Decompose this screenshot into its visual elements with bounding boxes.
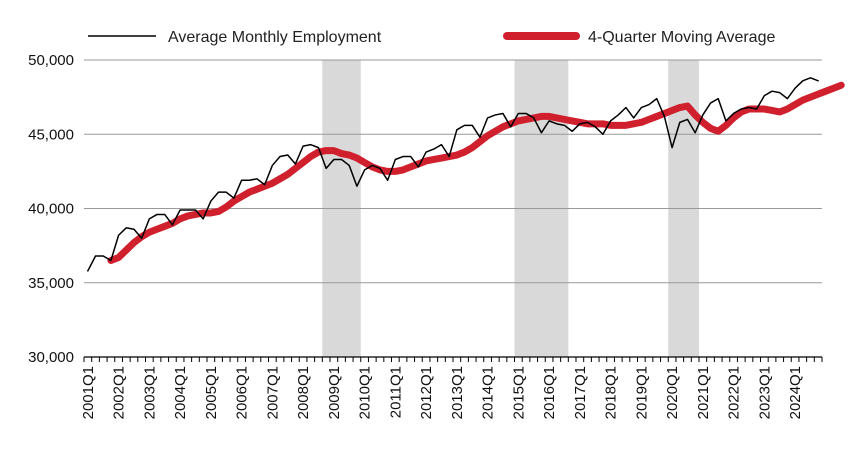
legend: Average Monthly Employment 4-Quarter Mov…	[88, 29, 775, 46]
y-tick-label-40000: 40,000	[28, 201, 74, 218]
y-tick-label-50000: 50,000	[28, 52, 74, 69]
moving-average-line	[107, 81, 845, 264]
x-tick-label-2010Q1: 2010Q1	[357, 366, 374, 419]
x-tick-label-2020Q1: 2020Q1	[664, 366, 681, 419]
x-tick-label-2018Q1: 2018Q1	[603, 366, 620, 419]
x-tick-label-2024Q1: 2024Q1	[787, 366, 804, 419]
x-tick-label-2013Q1: 2013Q1	[449, 366, 466, 419]
x-tick-label-2015Q1: 2015Q1	[510, 366, 527, 419]
series-lines	[87, 77, 845, 272]
y-tick-label-35000: 35,000	[28, 275, 74, 292]
x-tick-label-2011Q1: 2011Q1	[387, 366, 404, 418]
x-tick-label-2006Q1: 2006Q1	[234, 366, 251, 419]
x-tick-label-2007Q1: 2007Q1	[264, 366, 281, 419]
x-tick-label-2017Q1: 2017Q1	[572, 366, 589, 419]
x-tick-label-2005Q1: 2005Q1	[203, 366, 220, 419]
x-tick-label-2014Q1: 2014Q1	[480, 366, 497, 419]
x-tick-label-2012Q1: 2012Q1	[418, 366, 435, 419]
x-tick-label-2001Q1: 2001Q1	[80, 366, 97, 419]
gridlines	[84, 59, 822, 358]
x-tick-label-2008Q1: 2008Q1	[295, 366, 312, 419]
y-tick-label-30000: 30,000	[28, 349, 74, 366]
x-tick-label-2021Q1: 2021Q1	[695, 366, 712, 419]
employment-line	[87, 77, 819, 272]
x-tick-label-2019Q1: 2019Q1	[633, 366, 650, 419]
x-tick-label-2022Q1: 2022Q1	[726, 366, 743, 419]
x-axis: 2001Q1 2002Q1 2003Q1 2004Q1 2005Q1 2006Q1 2007…	[80, 357, 823, 419]
legend-label-moving-average: 4-Quarter Moving Average	[588, 29, 775, 46]
x-tick-label-2016Q1: 2016Q1	[541, 366, 558, 419]
x-tick-label-2009Q1: 2009Q1	[326, 366, 343, 419]
x-tick-label-2004Q1: 2004Q1	[172, 366, 189, 419]
x-tick-label-2002Q1: 2002Q1	[111, 366, 128, 419]
x-tick-label-2003Q1: 2003Q1	[141, 366, 158, 419]
legend-label-employment: Average Monthly Employment	[168, 29, 382, 46]
y-axis-tick-labels: 30,000 35,000 40,000 45,000 50,000	[28, 52, 74, 366]
y-tick-label-45000: 45,000	[28, 126, 74, 143]
x-tick-label-2023Q1: 2023Q1	[756, 366, 773, 419]
